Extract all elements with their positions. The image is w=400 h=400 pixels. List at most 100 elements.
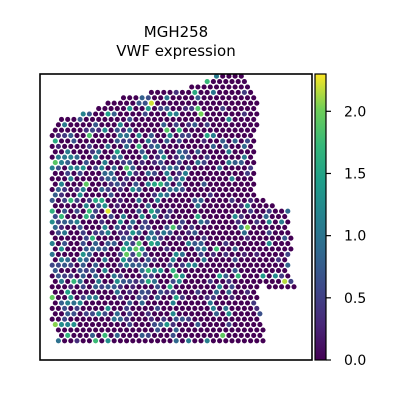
spot — [217, 316, 223, 322]
spot — [161, 187, 167, 193]
spot — [120, 106, 127, 112]
spot — [71, 192, 77, 198]
spot — [99, 241, 105, 247]
spot — [89, 138, 96, 144]
spot — [108, 192, 114, 198]
spot — [248, 89, 254, 95]
spot — [62, 187, 68, 193]
spot — [235, 100, 241, 106]
spot — [145, 300, 151, 306]
spot — [241, 197, 247, 203]
spot — [229, 338, 235, 344]
spot — [127, 170, 133, 176]
spot — [207, 160, 213, 166]
spot — [257, 311, 263, 317]
spot — [151, 203, 158, 209]
spot — [111, 187, 117, 193]
spot — [158, 138, 164, 144]
spot — [55, 284, 61, 290]
spot — [139, 224, 145, 230]
spot — [158, 95, 164, 101]
spot — [164, 257, 170, 263]
spot — [189, 192, 195, 198]
spot — [130, 219, 136, 225]
spot — [235, 187, 241, 193]
spot — [272, 251, 278, 257]
spot — [182, 138, 189, 144]
spot — [210, 154, 216, 160]
spot — [148, 133, 154, 139]
spot — [111, 176, 117, 182]
spot — [71, 257, 77, 263]
spot — [186, 122, 192, 128]
spot — [124, 273, 130, 279]
spot — [260, 327, 266, 333]
spot — [130, 165, 136, 171]
spot — [167, 187, 173, 193]
spot — [232, 149, 238, 155]
spot — [139, 300, 145, 306]
spot — [232, 203, 238, 209]
spot — [145, 203, 151, 209]
spot — [229, 68, 234, 73]
spot — [170, 246, 176, 252]
spot — [89, 300, 96, 306]
spot — [229, 122, 235, 128]
spot — [173, 327, 179, 333]
spot — [192, 338, 198, 344]
spot — [148, 219, 154, 225]
spot — [164, 181, 170, 187]
spot — [80, 133, 86, 139]
spot — [139, 322, 145, 328]
spot — [279, 230, 285, 236]
spot — [220, 127, 226, 133]
spot — [254, 122, 260, 128]
spot — [248, 284, 254, 290]
spot — [58, 170, 65, 176]
spot — [77, 181, 83, 187]
spot — [145, 170, 151, 176]
spot — [155, 338, 161, 344]
spot — [49, 187, 55, 193]
spot — [158, 181, 164, 187]
spot — [68, 187, 74, 193]
spot — [213, 116, 220, 122]
spot — [71, 170, 77, 176]
spot — [176, 322, 182, 328]
spot — [173, 295, 179, 301]
spot — [52, 149, 58, 155]
spot — [248, 241, 254, 247]
spot — [136, 230, 142, 236]
spot — [213, 300, 220, 306]
spot — [207, 149, 213, 155]
spot — [254, 338, 260, 344]
spot — [142, 273, 148, 279]
spot — [238, 127, 244, 133]
spot — [229, 133, 235, 139]
spot — [127, 214, 133, 220]
spot — [204, 89, 210, 95]
spot — [114, 106, 120, 112]
spot — [232, 322, 238, 328]
spot — [189, 203, 195, 209]
spot — [238, 278, 244, 284]
spot — [210, 187, 216, 193]
spot — [164, 116, 170, 122]
spot — [99, 133, 105, 139]
spot — [139, 278, 145, 284]
spot — [130, 143, 136, 149]
spot — [71, 289, 77, 295]
spot — [74, 208, 80, 214]
spot — [244, 84, 251, 90]
spot — [155, 262, 161, 268]
spot — [151, 106, 158, 112]
spot — [127, 235, 133, 241]
spot — [65, 116, 71, 122]
spot — [266, 208, 272, 214]
spot — [71, 203, 77, 209]
spot — [291, 284, 297, 290]
spot — [71, 322, 77, 328]
colorbar-tick-label: 1.0 — [344, 229, 366, 245]
spot — [145, 322, 151, 328]
spot — [93, 305, 99, 311]
